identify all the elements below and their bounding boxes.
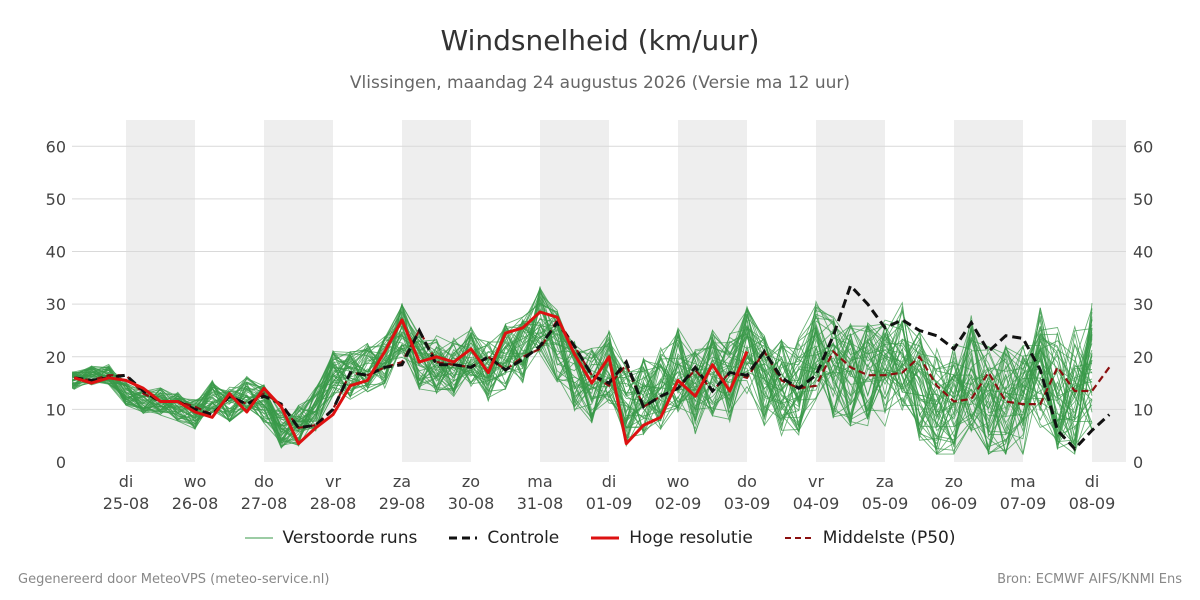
chart-subtitle: Vlissingen, maandag 24 augustus 2026 (Ve… [349,73,851,93]
x-tick-dow: di [602,472,617,491]
legend-item-control: Controle [449,528,559,548]
wind-speed-chart: 0 0 10 10 20 20 30 30 40 40 50 50 60 60 di 25-08 wo 26-08… [46,120,1153,513]
y-tick-label-right: 10 [1133,400,1153,419]
x-tick-date: 30-08 [448,494,495,513]
x-tick-date: 04-09 [793,494,840,513]
hires-line [73,310,749,446]
x-tick-date: 26-08 [172,494,219,513]
legend-hires-label: Hoge resolutie [629,528,753,548]
x-tick-dow: di [1085,472,1100,491]
x-tick-dow: vr [808,472,824,491]
legend-item-hires: Hoge resolutie [591,528,753,548]
x-tick-date: 07-09 [1000,494,1047,513]
x-tick-dow: do [254,472,274,491]
x-tick-date: 05-09 [862,494,909,513]
y-tick-label-right: 60 [1133,137,1153,156]
y-tick-label-right: 30 [1133,295,1153,314]
legend-control-label: Controle [487,528,560,548]
y-tick-label-right: 20 [1133,348,1153,367]
x-tick-dow: do [737,472,757,491]
day-band [678,120,747,462]
x-tick-date: 01-09 [586,494,633,513]
legend-control-swatch [449,536,478,540]
x-tick-date: 28-08 [310,494,357,513]
x-tick-dow: wo [184,472,207,491]
x-tick-dow: zo [462,472,480,491]
x-tick-date: 29-08 [379,494,426,513]
ensemble-member-line [72,303,1093,448]
y-tick-label-left: 50 [46,190,66,209]
y-tick-label-right: 40 [1133,243,1153,262]
x-tick-date: 06-09 [931,494,978,513]
ensemble-member-line [72,286,1093,444]
y-tick-label-left: 0 [56,453,66,472]
day-band [1092,120,1126,462]
y-tick-label-left: 20 [46,348,66,367]
x-tick-dow: za [876,472,894,491]
legend-median-label: Middelste (P50) [822,528,956,548]
legend-median-swatch [784,537,813,539]
y-tick-label-left: 10 [46,400,66,419]
legend-members-label: Verstoorde runs [282,528,418,548]
y-tick-label-right: 50 [1133,190,1153,209]
ensemble-member-line [72,305,1093,455]
y-tick-label-left: 60 [46,137,66,156]
day-band [402,120,471,462]
chart-title: Windsnelheid (km/uur) [440,24,760,57]
x-tick-dow: wo [667,472,690,491]
x-tick-dow: zo [945,472,963,491]
y-tick-label-left: 30 [46,295,66,314]
x-tick-date: 25-08 [103,494,150,513]
legend-hires-swatch [591,536,620,540]
x-tick-dow: di [119,472,134,491]
footer-source: Bron: ECMWF AIFS/KNMI Ens [997,572,1182,587]
ensemble-member-line [72,289,1093,443]
x-tick-dow: ma [527,472,552,491]
legend-item-median: Middelste (P50) [784,528,956,548]
legend-members-swatch [244,537,273,539]
ensemble-member-line [72,313,1093,456]
y-tick-label-left: 40 [46,243,66,262]
median-line [74,317,1111,429]
x-tick-date: 03-09 [724,494,771,513]
x-tick-date: 27-08 [241,494,288,513]
footer-generator: Gegenereerd door MeteoVPS (meteo-service… [18,572,330,587]
x-tick-date: 31-08 [517,494,564,513]
legend-item-members: Verstoorde runs [244,528,418,548]
x-tick-dow: za [393,472,411,491]
y-tick-label-right: 0 [1133,453,1143,472]
x-tick-dow: vr [325,472,341,491]
legend: Verstoorde runs Controle Hoge resolutie … [0,528,1200,548]
x-tick-dow: ma [1010,472,1035,491]
x-tick-date: 02-09 [655,494,702,513]
x-tick-date: 08-09 [1069,494,1116,513]
